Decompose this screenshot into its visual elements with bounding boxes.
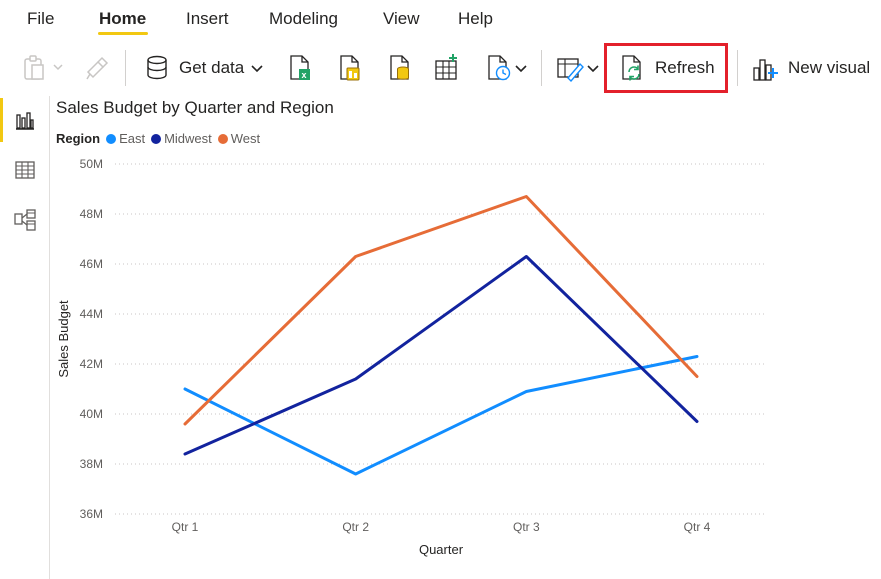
x-tick-label: Qtr 4 <box>684 520 711 534</box>
refresh-highlight-box <box>604 43 728 93</box>
get-data-label: Get data <box>179 58 245 77</box>
dataset-button[interactable] <box>337 52 363 84</box>
enter-data-button[interactable] <box>434 52 460 84</box>
legend-dot-midwest <box>151 133 162 144</box>
paste-button[interactable] <box>22 52 66 84</box>
view-switcher-rail <box>0 96 50 579</box>
y-tick-label: 48M <box>80 207 103 221</box>
new-visual-label: New visual <box>788 58 871 77</box>
tab-view[interactable]: View <box>383 9 420 28</box>
chart-title: Sales Budget by Quarter and Region <box>56 98 334 117</box>
transform-data-icon <box>557 58 599 82</box>
y-tick-label: 40M <box>80 407 103 421</box>
model-view-icon <box>13 209 36 231</box>
new-visual-button[interactable]: New visual <box>752 52 870 84</box>
get-data-button[interactable]: Get data <box>145 52 266 84</box>
format-painter-icon <box>86 56 109 80</box>
chevron-down-icon <box>251 65 263 73</box>
legend-item-west[interactable]: West <box>217 131 261 146</box>
ribbon-toolbar: Get data x <box>0 40 881 97</box>
x-axis-title: Quarter <box>419 542 464 557</box>
report-view-icon <box>15 112 34 130</box>
legend-title: Region <box>56 131 101 146</box>
tab-modeling[interactable]: Modeling <box>269 9 338 28</box>
y-tick-label: 50M <box>80 157 103 171</box>
legend-dot-west <box>217 133 228 144</box>
paste-icon <box>24 55 63 80</box>
tab-home[interactable]: Home <box>99 9 147 28</box>
refresh-label: Refresh <box>655 58 715 77</box>
chart-legend[interactable]: Region East Midwest West <box>56 131 266 146</box>
recent-sources-button[interactable] <box>485 52 531 84</box>
enter-data-icon <box>435 54 457 80</box>
x-tick-label: Qtr 2 <box>342 520 369 534</box>
x-tick-label: Qtr 1 <box>172 520 199 534</box>
tab-help[interactable]: Help <box>458 9 493 28</box>
legend-item-midwest[interactable]: Midwest <box>151 131 212 146</box>
excel-icon: x <box>290 55 310 80</box>
format-painter-button[interactable] <box>84 52 110 84</box>
active-view-indicator <box>0 98 3 142</box>
y-tick-label: 38M <box>80 457 103 471</box>
model-view-button[interactable] <box>0 198 49 242</box>
series-line-midwest[interactable] <box>183 255 699 456</box>
active-tab-indicator <box>98 32 148 35</box>
excel-workbook-button[interactable]: x <box>287 52 313 84</box>
data-view-icon <box>14 161 35 179</box>
y-tick-label: 36M <box>80 507 103 521</box>
svg-text:x: x <box>302 70 307 80</box>
ribbon-separator <box>541 50 542 86</box>
ribbon-tabs: File Home Insert Modeling View Help <box>0 0 881 40</box>
refresh-button[interactable]: Refresh <box>619 52 715 84</box>
dataset-icon <box>340 55 360 81</box>
tab-insert[interactable]: Insert <box>186 9 229 28</box>
y-axis-title: Sales Budget <box>56 300 71 378</box>
legend-label-west: West <box>230 131 261 146</box>
legend-item-east[interactable]: East <box>106 131 145 146</box>
x-tick-label: Qtr 3 <box>513 520 540 534</box>
transform-data-button[interactable] <box>556 52 602 84</box>
legend-label-midwest: Midwest <box>164 131 212 146</box>
sql-server-button[interactable] <box>387 52 413 84</box>
refresh-icon <box>622 55 641 81</box>
y-tick-label: 44M <box>80 307 103 321</box>
report-view-button[interactable] <box>0 98 49 142</box>
legend-label-east: East <box>119 131 146 146</box>
tab-file[interactable]: File <box>27 9 55 28</box>
line-chart[interactable]: 36M 38M 40M 42M 44M 46M 48M 50M Qtr 1 Qtr 2 Qtr 3 Q… <box>50 96 881 579</box>
sql-icon <box>390 55 409 80</box>
data-view-button[interactable] <box>0 148 49 192</box>
y-tick-label: 42M <box>80 357 103 371</box>
ribbon-separator <box>125 50 126 86</box>
series-line-east[interactable] <box>183 355 699 476</box>
legend-dot-east <box>106 133 117 144</box>
get-data-icon <box>147 55 167 80</box>
report-canvas: Sales Budget by Quarter and Region Regio… <box>50 96 881 579</box>
recent-sources-icon <box>488 55 527 81</box>
ribbon-separator <box>737 50 738 86</box>
new-visual-icon <box>753 59 778 81</box>
y-tick-label: 46M <box>80 257 103 271</box>
series-line-west[interactable] <box>183 195 699 426</box>
